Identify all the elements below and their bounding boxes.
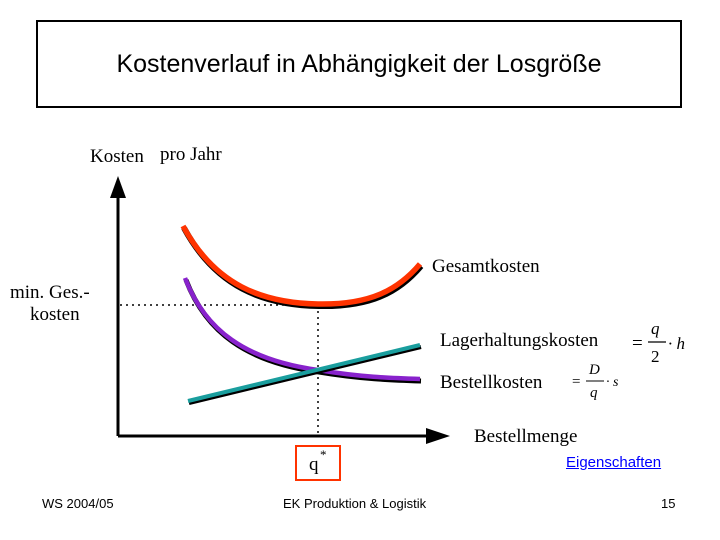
optimum-superscript: * [320, 447, 327, 462]
holding-formula-numerator: q [651, 319, 660, 338]
footer-course: EK Produktion & Logistik [283, 496, 427, 511]
holding-formula-equals: = [632, 333, 643, 354]
holding-formula-factor: · h [668, 334, 685, 353]
properties-link[interactable]: Eigenschaften [566, 454, 662, 471]
min-cost-label-line2: kosten [30, 304, 80, 325]
y-axis-label-pro-jahr: pro Jahr [160, 144, 222, 165]
optimum-box [295, 445, 341, 481]
holding-cost-line [187, 343, 421, 403]
ordering-formula-denominator: q [590, 385, 598, 401]
title-box: Kostenverlauf in Abhängigkeit der Losgrö… [36, 20, 682, 108]
holding-cost-line-shadow [188, 345, 422, 405]
ordering-formula-equals: = [572, 374, 580, 390]
x-axis-arrow [426, 428, 450, 444]
x-axis-label: Bestellmenge [474, 426, 577, 447]
optimum-label: q [309, 454, 319, 475]
ordering-cost-curve [182, 277, 421, 382]
y-axis-label-kosten: Kosten [90, 146, 144, 167]
ordering-formula-numerator: D [588, 362, 600, 378]
holding-cost-label: Lagerhaltungskosten [440, 330, 599, 351]
total-cost-curve [180, 224, 423, 307]
slide-title: Kostenverlauf in Abhängigkeit der Losgrö… [116, 49, 602, 78]
min-cost-label-line1: min. Ges.- [10, 282, 90, 303]
page-number: 15 [661, 496, 676, 511]
total-cost-label: Gesamtkosten [432, 256, 540, 277]
footer-semester: WS 2004/05 [42, 496, 114, 511]
ordering-formula-factor: · s [606, 375, 619, 390]
holding-formula-denominator: 2 [651, 347, 660, 366]
y-axis-arrow [110, 176, 126, 198]
ordering-cost-label: Bestellkosten [440, 372, 543, 393]
